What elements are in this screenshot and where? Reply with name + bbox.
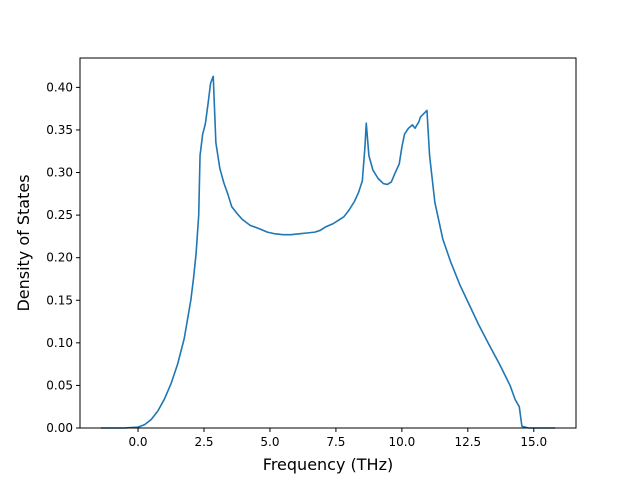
y-tick-label: 0.30 bbox=[46, 166, 73, 180]
y-tick-label: 0.40 bbox=[46, 80, 73, 94]
dos-line-series-0 bbox=[100, 75, 556, 429]
x-axis-label: Frequency (THz) bbox=[263, 455, 393, 474]
y-axis: 0.00 0.05 0.10 0.15 0.20 0.25 0.30 0.35 0.40 bbox=[46, 80, 80, 435]
x-tick-label: 15.0 bbox=[520, 435, 547, 449]
y-tick-label: 0.20 bbox=[46, 251, 73, 265]
y-tick-label: 0.05 bbox=[46, 378, 73, 392]
axes-frame bbox=[79, 57, 577, 429]
x-tick-label: 5.0 bbox=[260, 435, 279, 449]
x-tick-label: 0.0 bbox=[128, 435, 147, 449]
x-tick-label: 10.0 bbox=[389, 435, 416, 449]
y-tick-label: 0.10 bbox=[46, 336, 73, 350]
y-axis-label: Density of States bbox=[14, 174, 33, 311]
x-tick-label: 7.5 bbox=[326, 435, 345, 449]
y-tick-label: 0.25 bbox=[46, 208, 73, 222]
plot-area bbox=[100, 75, 556, 429]
x-tick-label: 2.5 bbox=[194, 435, 213, 449]
y-tick-label: 0.35 bbox=[46, 123, 73, 137]
x-tick-label: 12.5 bbox=[454, 435, 481, 449]
y-tick-label: 0.15 bbox=[46, 293, 73, 307]
y-tick-label: 0.00 bbox=[46, 421, 73, 435]
x-axis: 0.0 2.5 5.0 7.5 10.0 12.5 15.0 bbox=[128, 428, 547, 449]
